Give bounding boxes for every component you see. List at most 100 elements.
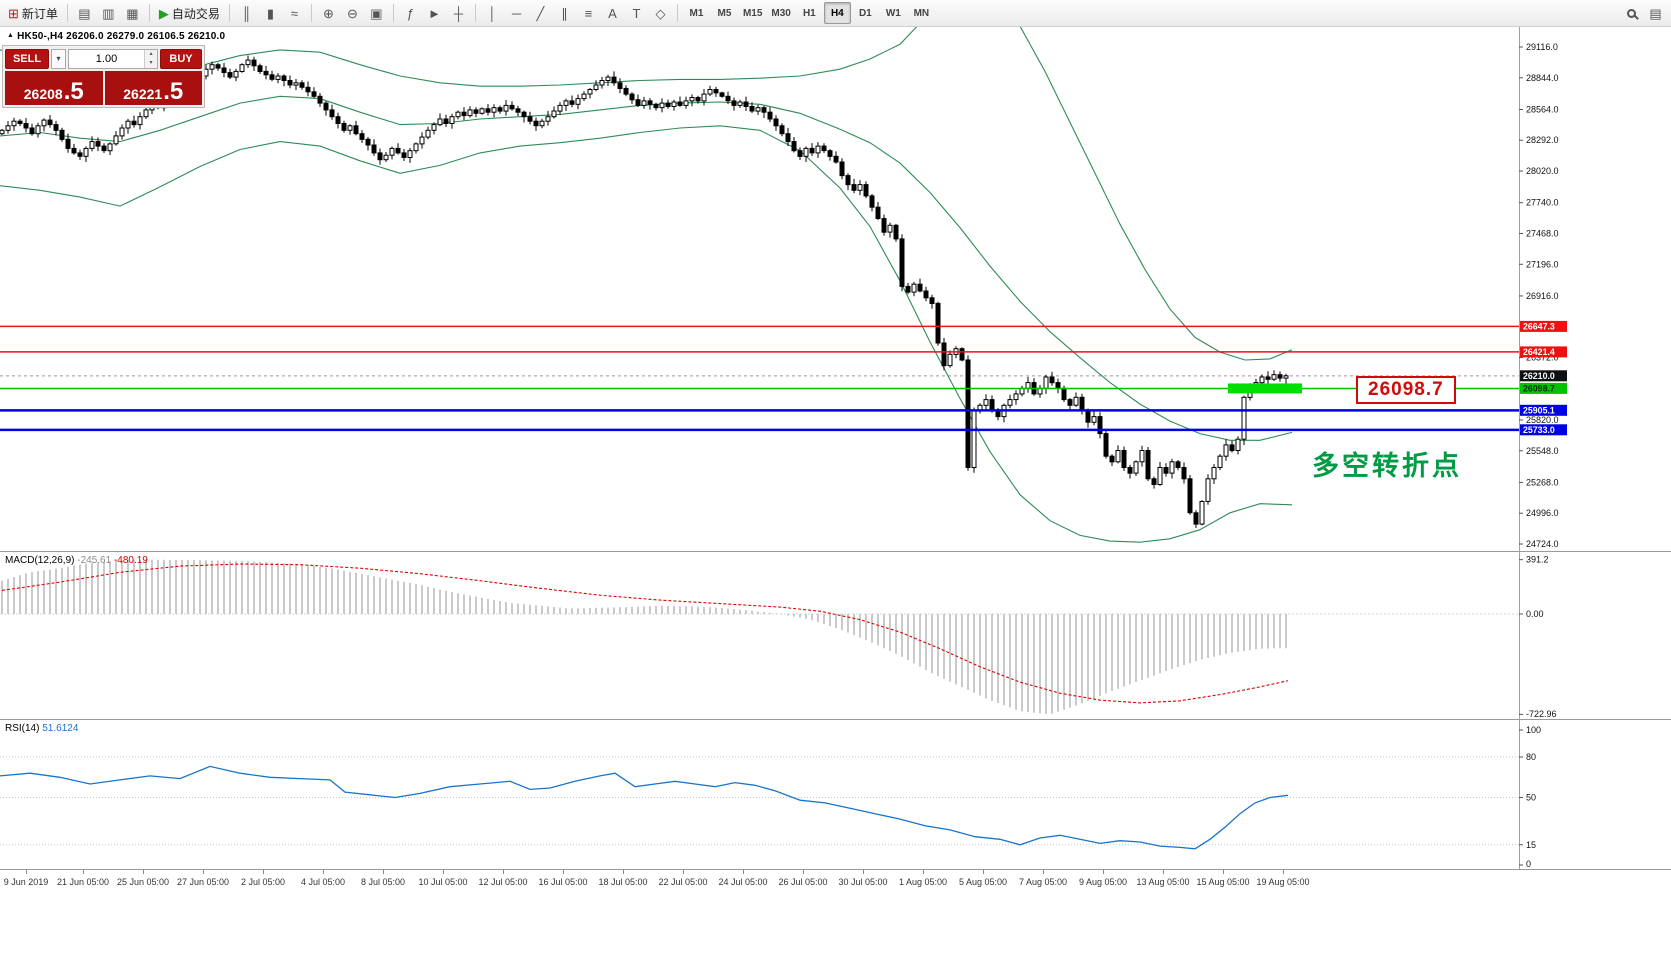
trendline-button[interactable]: ╱ xyxy=(529,2,552,24)
candle xyxy=(671,99,677,111)
rsi-value: 51.6124 xyxy=(42,723,79,734)
candle xyxy=(107,142,113,155)
text-button[interactable]: A xyxy=(601,2,624,24)
timeframe-m30-button[interactable]: M30 xyxy=(767,2,794,24)
candle xyxy=(323,101,329,116)
time-label: 4 Jul 05:00 xyxy=(300,877,346,887)
candle xyxy=(1109,454,1115,466)
svg-text:26421.4: 26421.4 xyxy=(1523,347,1555,357)
navigator-button[interactable]: ▦ xyxy=(121,2,144,24)
candle xyxy=(605,74,611,86)
fibonacci-button[interactable]: ≡ xyxy=(577,2,600,24)
axis-tick-label: 28292.0 xyxy=(1526,135,1559,145)
time-axis[interactable]: 9 Jun 2019 21 Jun 05:00 25 Jun 05:00 27 Jun… xyxy=(0,869,1671,893)
bar-chart-button[interactable]: ║ xyxy=(235,2,258,24)
zoom-out-button[interactable]: ⊖ xyxy=(341,2,364,24)
volume-down-button[interactable]: ▾ xyxy=(145,58,157,68)
timeframe-d1-button[interactable]: D1 xyxy=(852,2,879,24)
toolbar-separator xyxy=(676,4,678,22)
volume-up-button[interactable]: ▴ xyxy=(145,49,157,59)
candle xyxy=(707,85,713,97)
candle xyxy=(1073,392,1079,407)
time-label: 25 Jun 05:00 xyxy=(116,877,170,887)
macd-panel[interactable]: 391.2 0.00 -722.96 xyxy=(0,551,1671,719)
time-label: 1 Aug 05:00 xyxy=(898,877,948,887)
layouts-button[interactable]: ▤ xyxy=(1644,2,1667,24)
search-icon xyxy=(1627,8,1636,18)
candle xyxy=(797,147,803,160)
candle xyxy=(215,62,221,71)
rsi-indicator-label: RSI(14) 51.6124 xyxy=(5,723,78,734)
candle xyxy=(1199,500,1205,526)
chart-annotation-text[interactable]: 多空转折点 xyxy=(1312,451,1462,481)
time-label: 24 Jul 05:00 xyxy=(718,877,768,887)
candle xyxy=(509,101,515,111)
tile-windows-button[interactable]: ▣ xyxy=(365,2,388,24)
timeframe-w1-button[interactable]: W1 xyxy=(880,2,907,24)
label-button[interactable]: T xyxy=(625,2,648,24)
sell-price-display[interactable]: 26208 .5 xyxy=(5,71,103,105)
macd-axis-label: 0.00 xyxy=(1526,609,1544,619)
timeframe-h1-button[interactable]: H1 xyxy=(796,2,823,24)
zoom-in-button[interactable]: ⊕ xyxy=(317,2,340,24)
timeframe-mn-button[interactable]: MN xyxy=(908,2,935,24)
volume-input[interactable] xyxy=(69,49,144,68)
new-order-button[interactable]: ⊞ 新订单 xyxy=(4,2,62,24)
rsi-panel[interactable]: 100 80 50 15 0 xyxy=(0,719,1671,869)
chart-title-text: HK50-,H4 26206.0 26279.0 26106.5 26210.0 xyxy=(17,31,226,42)
line-chart-button[interactable]: ≈ xyxy=(283,2,306,24)
buy-button[interactable]: BUY xyxy=(160,48,202,69)
candle xyxy=(863,181,869,199)
rsi-axis-label: 50 xyxy=(1526,793,1536,803)
macd-axis-label: 391.2 xyxy=(1526,555,1549,565)
candle xyxy=(5,121,11,134)
candle xyxy=(875,202,881,221)
candle xyxy=(1259,374,1265,386)
candle xyxy=(617,78,623,94)
candlestick-chart-icon: ▮ xyxy=(266,5,275,21)
data-window-button[interactable]: ▥ xyxy=(97,2,120,24)
macd-name: MACD(12,26,9) xyxy=(5,555,75,566)
timeframe-m1-button[interactable]: M1 xyxy=(683,2,710,24)
time-label: 15 Aug 05:00 xyxy=(1196,877,1250,887)
candlestick-chart-button[interactable]: ▮ xyxy=(259,2,282,24)
candle xyxy=(359,130,365,143)
sell-price-frac: .5 xyxy=(63,77,84,105)
sell-button[interactable]: SELL xyxy=(5,48,49,69)
volume-dropdown-button[interactable]: ▾ xyxy=(51,48,66,69)
timeframe-h4-button[interactable]: H4 xyxy=(823,2,851,24)
auto-trading-button[interactable]: ▶ 自动交易 xyxy=(155,2,224,24)
timeframe-m15-button[interactable]: M15 xyxy=(739,2,766,24)
shapes-button[interactable]: ◇ xyxy=(649,2,672,24)
indicators-button[interactable]: ƒ xyxy=(399,2,422,24)
cursor-button[interactable]: ► xyxy=(423,2,446,24)
candle xyxy=(53,120,59,136)
candle xyxy=(1001,403,1007,423)
vertical-line-button[interactable]: │ xyxy=(481,2,504,24)
candle xyxy=(689,94,695,107)
market-watch-button[interactable]: ▤ xyxy=(73,2,96,24)
crosshair-button[interactable]: ┼ xyxy=(447,2,470,24)
timeframe-m5-button[interactable]: M5 xyxy=(711,2,738,24)
price-callout-label[interactable]: 26098.7 xyxy=(1356,376,1456,404)
candle xyxy=(1091,410,1097,426)
level-highlight-bar[interactable] xyxy=(1228,383,1302,394)
layouts-icon: ▤ xyxy=(1649,5,1662,21)
buy-price-display[interactable]: 26221 .5 xyxy=(104,71,202,105)
candle xyxy=(887,222,893,238)
equidistant-channel-button[interactable]: ∥ xyxy=(553,2,576,24)
candle xyxy=(557,102,563,115)
price-chart[interactable]: 29116.0 28844.0 28564.0 28292.0 28020.0 27740… xyxy=(0,27,1671,551)
macd-value: -245.61 xyxy=(77,555,112,566)
candle xyxy=(641,96,647,109)
candle xyxy=(113,131,119,146)
candle xyxy=(1151,476,1157,489)
time-tick xyxy=(1103,870,1104,874)
time-label: 5 Aug 05:00 xyxy=(958,877,1008,887)
horizontal-line-button[interactable]: ─ xyxy=(505,2,528,24)
trendline-icon: ╱ xyxy=(536,5,545,21)
price-axis-tag: 25733.0 xyxy=(1520,424,1567,436)
search-button[interactable] xyxy=(1620,2,1643,24)
candle xyxy=(143,106,149,119)
time-tick xyxy=(203,870,204,874)
